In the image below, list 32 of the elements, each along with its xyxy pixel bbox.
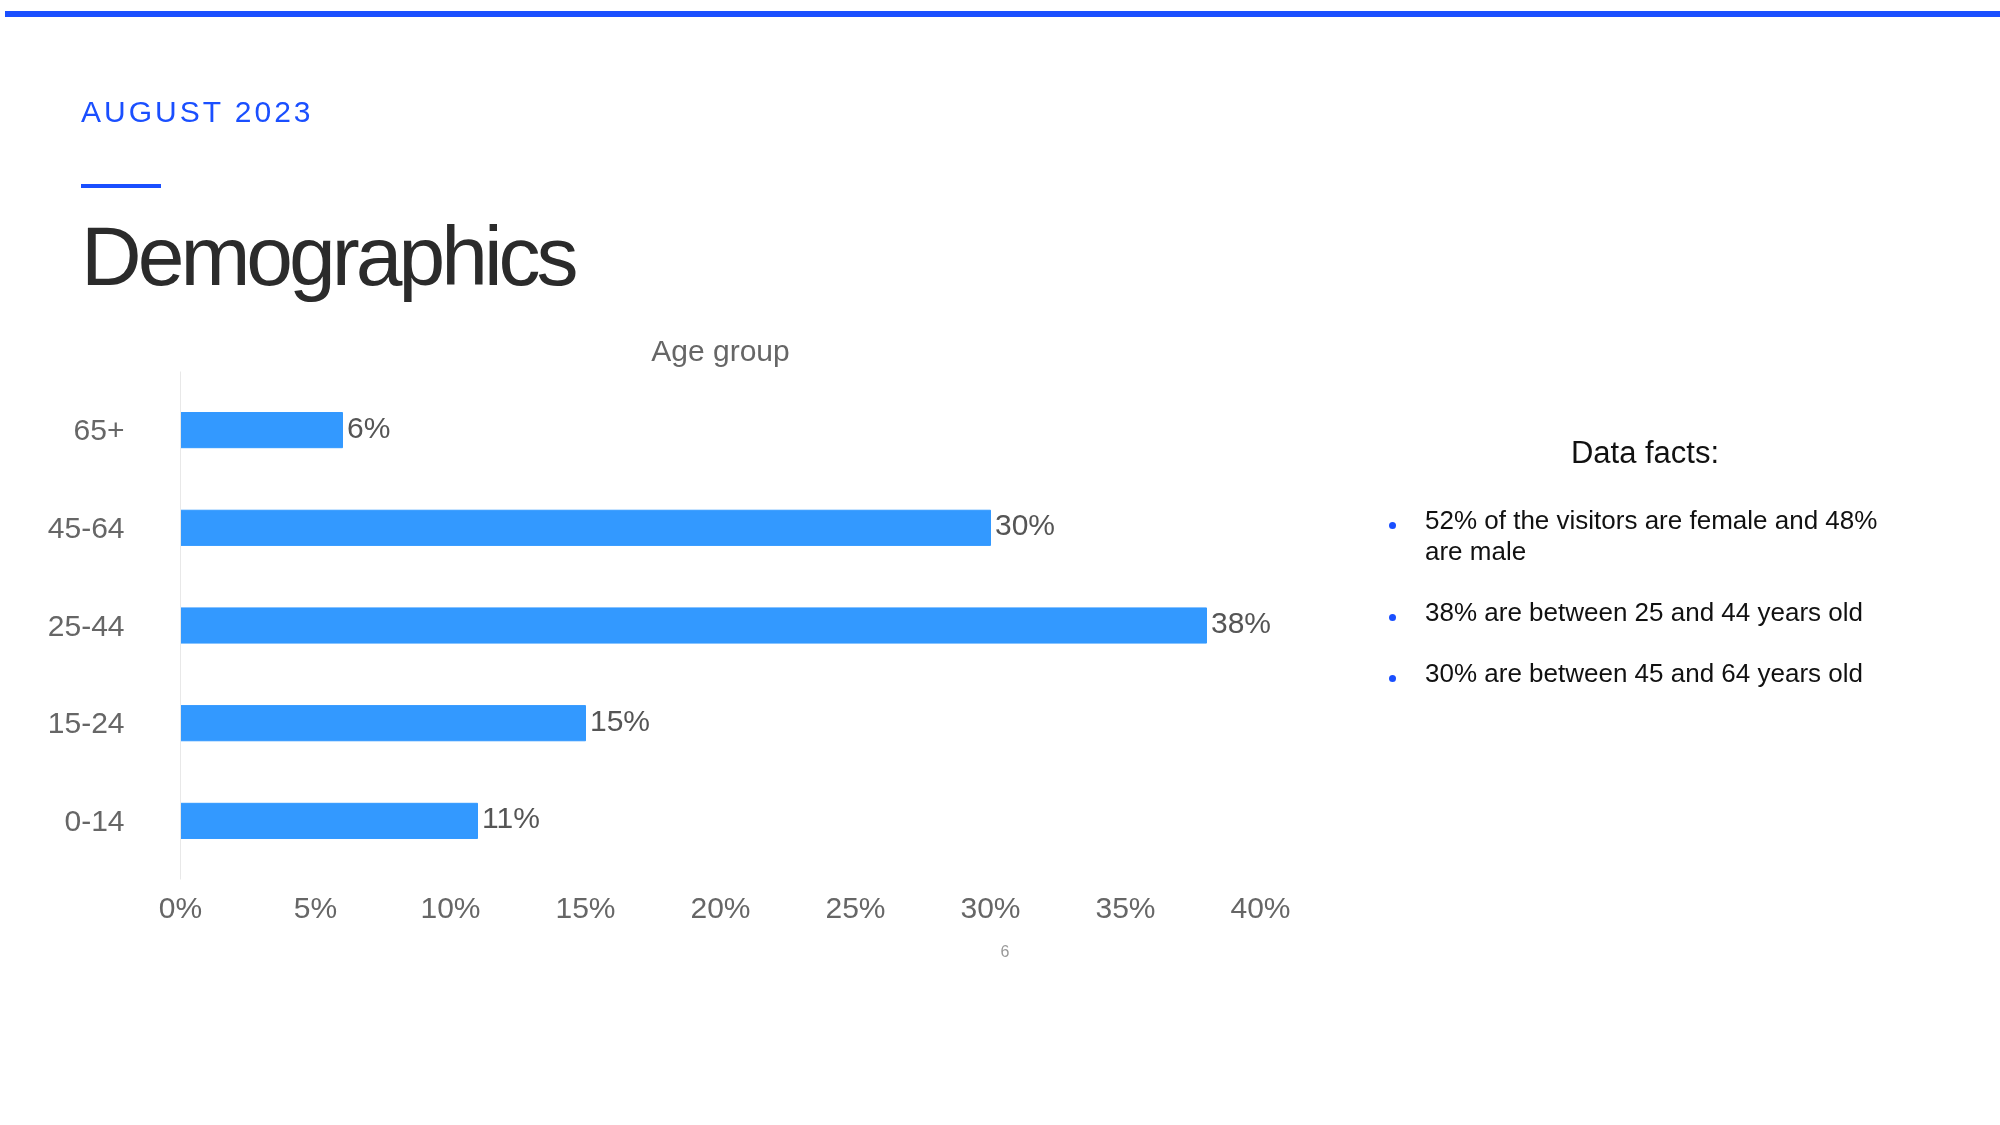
- text: Age group: [651, 333, 790, 367]
- x-tick-label: 35%: [1095, 890, 1156, 924]
- bar: [180, 509, 991, 546]
- x-tick-label: 5%: [293, 890, 338, 924]
- bar: [180, 412, 343, 449]
- bar: [180, 705, 586, 742]
- bar: [180, 802, 478, 839]
- y-tick-label: 45-64: [47, 510, 125, 544]
- x-tick-label: 30%: [960, 890, 1021, 924]
- data-label: 15%: [590, 703, 651, 738]
- y-tick-label: 0-14: [64, 803, 125, 837]
- text: 38% are between 25 and 44 years old: [1425, 597, 1864, 629]
- text: 6: [999, 942, 1011, 962]
- text: Data facts:: [1569, 434, 1721, 472]
- chart-subtitle: AUGUST 2023: [81, 94, 315, 130]
- y-tick-label: 25-44: [47, 608, 125, 642]
- bar: [180, 607, 1207, 644]
- x-tick-label: 10%: [420, 890, 481, 924]
- x-tick-label: 15%: [555, 890, 616, 924]
- data-label: 30%: [995, 508, 1056, 543]
- x-tick-label: 40%: [1230, 890, 1291, 924]
- x-tick-label: 0%: [158, 890, 203, 924]
- chart-title: Demographics: [81, 207, 575, 305]
- x-tick-label: 20%: [690, 890, 751, 924]
- data-label: 11%: [482, 801, 540, 836]
- data-label: 38%: [1211, 606, 1272, 640]
- text: 30% are between 45 and 64 years old: [1425, 658, 1864, 690]
- y-tick-label: 15-24: [47, 706, 125, 740]
- data-label: 6%: [347, 410, 391, 445]
- text: 52% of the visitors are female and 48% are male: [1425, 505, 1879, 568]
- y-tick-label: 65+: [73, 413, 125, 447]
- x-tick-label: 25%: [825, 890, 886, 924]
